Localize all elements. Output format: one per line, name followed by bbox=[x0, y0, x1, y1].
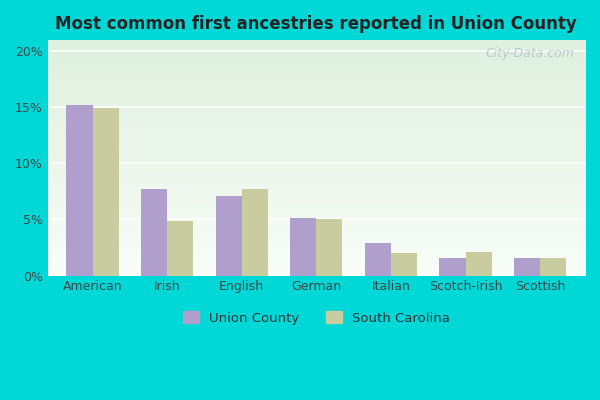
Text: City-Data.com: City-Data.com bbox=[485, 47, 574, 60]
Bar bbox=[290, 218, 316, 276]
Bar bbox=[92, 108, 119, 276]
Bar bbox=[141, 189, 167, 276]
Bar bbox=[167, 220, 193, 276]
Bar bbox=[391, 253, 417, 276]
Bar bbox=[316, 220, 343, 276]
Bar bbox=[215, 196, 242, 276]
Title: Most common first ancestries reported in Union County: Most common first ancestries reported in… bbox=[55, 15, 577, 33]
Bar bbox=[540, 258, 566, 276]
Bar bbox=[365, 243, 391, 276]
Bar bbox=[439, 258, 466, 276]
Bar bbox=[514, 258, 540, 276]
Legend: Union County, South Carolina: Union County, South Carolina bbox=[178, 306, 455, 330]
Bar bbox=[242, 189, 268, 276]
Bar bbox=[466, 252, 492, 276]
Bar bbox=[67, 105, 92, 276]
